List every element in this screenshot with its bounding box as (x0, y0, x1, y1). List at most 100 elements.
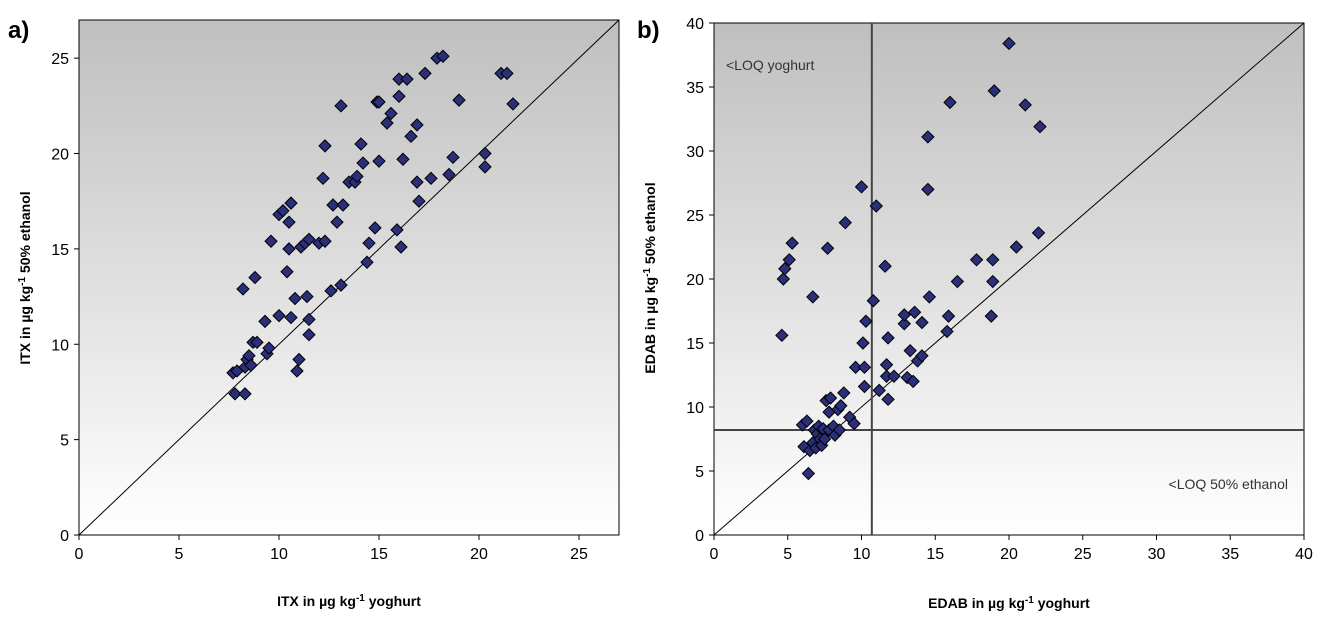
panel-label-a: a) (8, 17, 29, 44)
data-point (941, 309, 956, 323)
data-point (776, 272, 791, 286)
data-point (284, 196, 298, 210)
data-point (834, 399, 848, 413)
data-point (400, 72, 414, 86)
data-point (410, 175, 424, 189)
data-point (302, 232, 316, 247)
y-axis-label-b: EDAB in µg kg-1 50% ethanol (642, 182, 659, 373)
data-point (236, 282, 250, 296)
data-point (847, 416, 861, 431)
data-point (446, 150, 460, 165)
data-point (506, 97, 520, 111)
y-tick-label: 15 (686, 336, 704, 353)
data-point (300, 289, 314, 304)
y-tick-label: 5 (695, 464, 704, 481)
data-point (801, 466, 816, 481)
data-point (922, 290, 937, 304)
x-tick-label: 5 (783, 546, 792, 563)
data-point (856, 336, 870, 350)
data-point (238, 387, 252, 401)
data-point (887, 369, 901, 383)
y-axis-label-a: ITX in µg kg-1 50% ethanol (17, 191, 34, 364)
data-point (897, 317, 911, 331)
y-tick-label: 40 (686, 16, 704, 33)
data-point (394, 240, 408, 254)
data-point (418, 66, 432, 81)
data-point (879, 358, 894, 372)
data-point (442, 167, 456, 182)
data-point (410, 118, 424, 132)
x-tick-label: 20 (1000, 546, 1018, 563)
y-tick-label: 10 (51, 337, 69, 354)
data-point (284, 310, 298, 325)
data-point (272, 308, 286, 323)
data-point (316, 171, 330, 186)
data-point (436, 49, 450, 63)
data-point (984, 309, 999, 323)
data-point (356, 156, 370, 170)
x-tick-label: 35 (1221, 546, 1239, 563)
data-point (354, 137, 368, 151)
x-tick-label: 0 (75, 546, 84, 563)
data-point (390, 223, 404, 237)
data-point (969, 253, 984, 267)
data-point (424, 171, 438, 186)
y-tick-label: 10 (686, 400, 704, 417)
data-point (838, 215, 852, 230)
data-point (248, 270, 262, 285)
data-point (262, 341, 276, 355)
scatter-points-b (775, 36, 1047, 481)
data-point (857, 379, 872, 394)
data-point (837, 386, 851, 400)
data-point (866, 294, 881, 308)
data-point (775, 328, 789, 343)
data-point (372, 154, 386, 168)
data-point (778, 262, 792, 276)
data-point (250, 335, 264, 350)
y-axis-ticks-a: 0 5 10 15 20 25 (51, 51, 79, 545)
data-point (940, 324, 954, 339)
x-tick-label: 25 (1074, 546, 1092, 563)
data-point (264, 234, 278, 248)
scatter-points-a (226, 49, 520, 401)
annotation-loq-yoghurt: <LOQ yoghurt (726, 57, 814, 73)
data-point (384, 106, 398, 121)
data-point (897, 308, 911, 322)
x-axis-ticks-b: 0 5 10 15 20 25 30 35 40 (710, 535, 1313, 563)
y-tick-label: 25 (51, 51, 69, 68)
data-point (820, 241, 835, 255)
x-tick-label: 0 (710, 546, 719, 563)
data-point (396, 152, 410, 166)
data-point (380, 116, 394, 130)
x-axis-label-b: EDAB in µg kg-1 yoghurt (928, 595, 1090, 612)
data-point (282, 215, 296, 229)
y-tick-label: 0 (695, 528, 704, 545)
y-tick-label: 15 (51, 242, 69, 259)
data-point (318, 234, 332, 248)
x-axis-ticks-a: 0 5 10 15 20 25 (75, 535, 588, 563)
y-tick-label: 30 (686, 144, 704, 161)
data-point (302, 328, 316, 342)
chart-panel-a: a) 0 5 10 15 20 25 0 5 10 15 20 25 ITX in µg kg-1 … (8, 17, 620, 609)
data-point (1031, 226, 1046, 240)
data-point (854, 180, 869, 194)
data-point (452, 93, 466, 107)
data-point (806, 290, 820, 304)
data-point (950, 274, 965, 289)
data-point (302, 312, 316, 327)
data-point (1002, 36, 1016, 51)
annotation-loq-ethanol: <LOQ 50% ethanol (1169, 476, 1288, 492)
data-point (823, 391, 838, 405)
y-tick-label: 25 (686, 208, 704, 225)
data-point (881, 331, 895, 345)
x-tick-label: 15 (926, 546, 944, 563)
y-axis-ticks-b: 0 5 10 15 20 25 30 35 40 (686, 16, 714, 545)
data-point (244, 358, 258, 372)
data-point (478, 146, 492, 161)
x-tick-label: 10 (853, 546, 871, 563)
y-tick-label: 35 (686, 80, 704, 97)
data-point (1009, 240, 1024, 254)
data-point (288, 291, 302, 306)
x-tick-label: 25 (570, 546, 588, 563)
data-point (392, 89, 406, 104)
